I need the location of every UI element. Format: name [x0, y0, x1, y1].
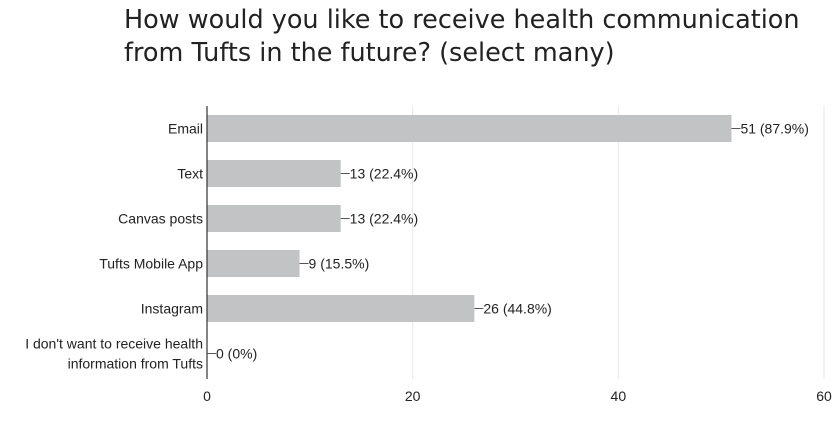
- value-label: 13 (22.4%): [350, 211, 418, 227]
- category-label: Text: [177, 166, 203, 182]
- category-label: Tufts Mobile App: [99, 256, 203, 272]
- x-tick-label: 60: [816, 388, 832, 404]
- x-tick-labels: 0 20 40 60: [203, 388, 832, 404]
- gridlines: [412, 106, 825, 379]
- bar: [207, 115, 732, 142]
- value-label: 0 (0%): [216, 346, 257, 362]
- category-label: information from Tufts: [68, 356, 203, 372]
- bar: [207, 205, 341, 232]
- value-label: 9 (15.5%): [309, 256, 370, 272]
- chart-title-line-2: from Tufts in the future? (select many): [124, 38, 615, 68]
- value-label: 51 (87.9%): [740, 121, 808, 137]
- category-labels: Email Text Canvas posts Tufts Mobile App Ins…: [25, 121, 203, 372]
- category-label: Canvas posts: [118, 211, 203, 227]
- value-label: 13 (22.4%): [350, 166, 418, 182]
- x-tick-label: 40: [611, 388, 627, 404]
- chart-title: How would you like to receive health com…: [124, 4, 824, 70]
- bar: [207, 250, 300, 277]
- bars: [207, 115, 732, 322]
- bar: [207, 295, 475, 322]
- category-label: Email: [168, 121, 203, 137]
- x-tick-label: 20: [405, 388, 421, 404]
- bar: [207, 160, 341, 187]
- category-label: Instagram: [141, 301, 203, 317]
- value-label: 26 (44.8%): [483, 301, 551, 317]
- x-tick-label: 0: [203, 388, 211, 404]
- category-label: I don't want to receive health: [25, 336, 203, 352]
- value-labels: 51 (87.9%) 13 (22.4%) 13 (22.4%) 9 (15.5%) 2…: [207, 121, 809, 362]
- chart-title-line-1: How would you like to receive health com…: [124, 5, 800, 35]
